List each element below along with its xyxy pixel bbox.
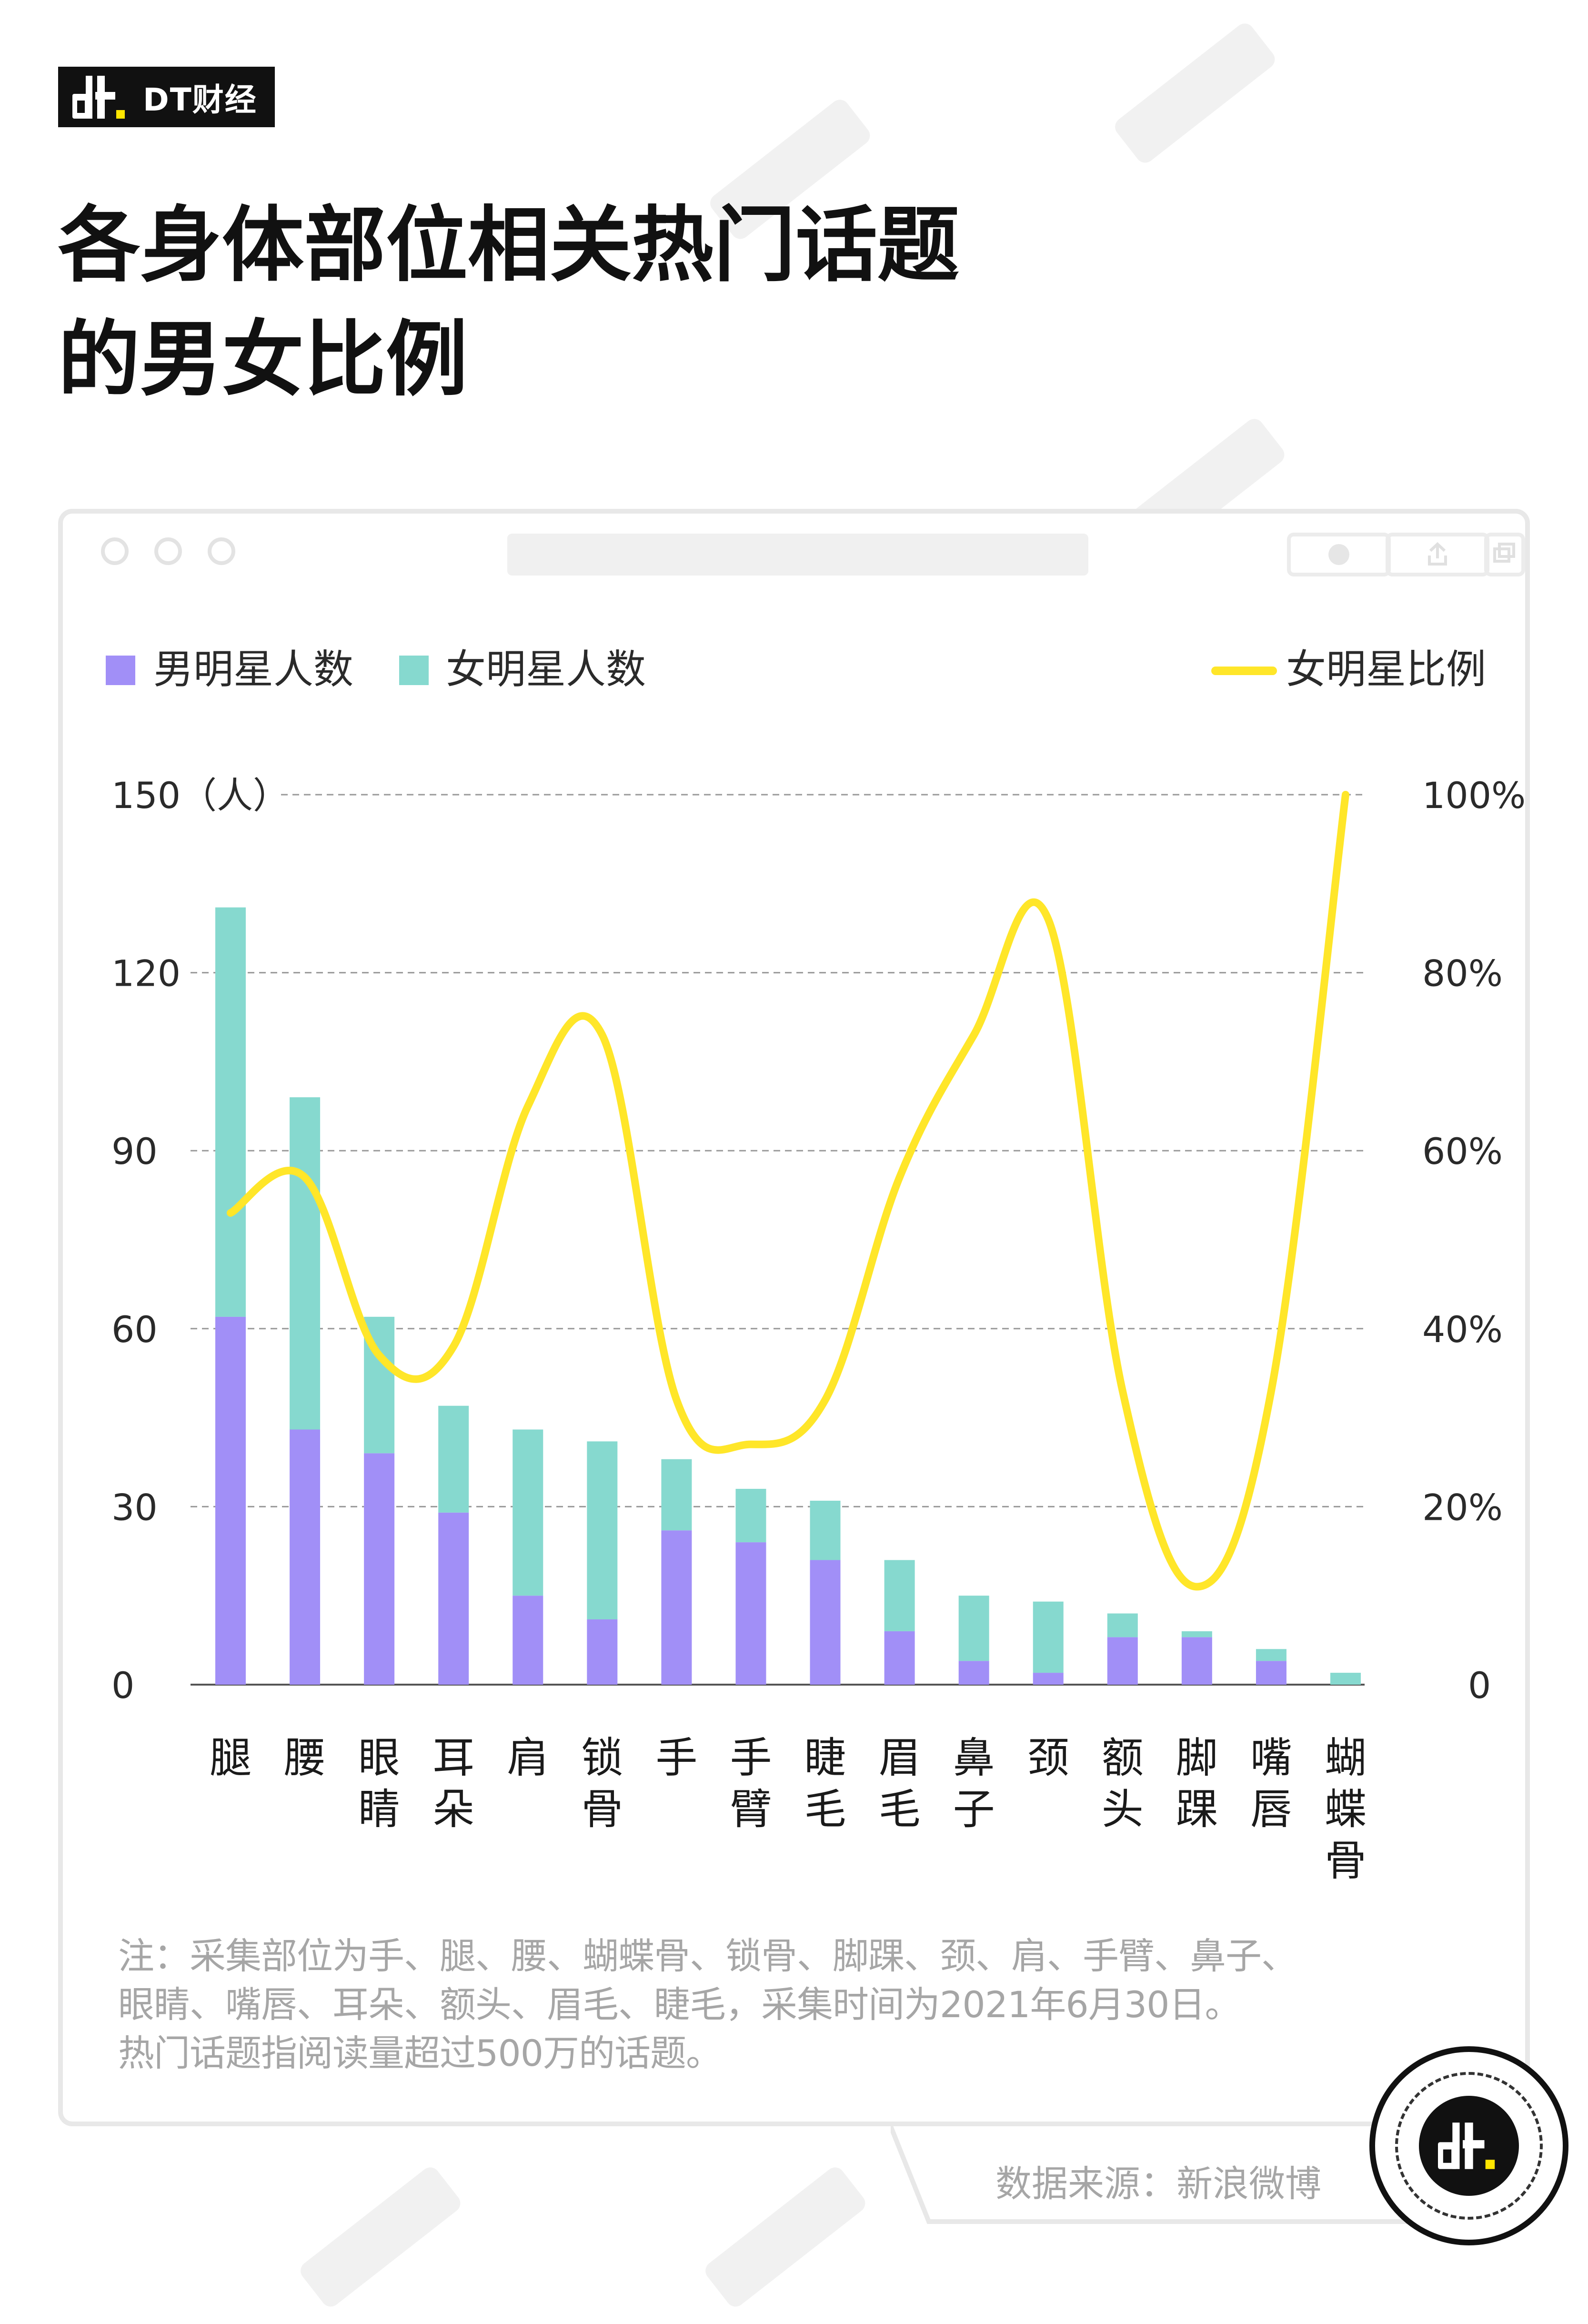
y-right-tick-label: 20% bbox=[1422, 1486, 1503, 1528]
bar-female bbox=[1107, 1613, 1138, 1637]
bar-male bbox=[1107, 1637, 1138, 1685]
x-category-label: 手 bbox=[655, 1733, 697, 1782]
y-left-tick-label: 90 bbox=[111, 1130, 158, 1172]
y-right-tick-label: 40% bbox=[1422, 1308, 1503, 1351]
bar-female bbox=[513, 1429, 543, 1596]
window-disable-icon[interactable] bbox=[208, 537, 235, 565]
round-logo-mark-icon bbox=[1419, 2096, 1519, 2196]
bar-male bbox=[884, 1631, 915, 1685]
y-right-tick-label: 80% bbox=[1422, 952, 1503, 995]
x-category-label: 耳朵 bbox=[432, 1733, 474, 1834]
legend-ratio-label: 女明星比例 bbox=[1286, 646, 1486, 693]
source-tab-shape bbox=[891, 2126, 1415, 2224]
x-category-label: 嘴唇 bbox=[1250, 1733, 1292, 1834]
bar-male bbox=[735, 1542, 766, 1685]
bar-female bbox=[1256, 1649, 1286, 1661]
x-category-label: 肩 bbox=[507, 1733, 549, 1782]
bar-male bbox=[1256, 1661, 1286, 1685]
watermark-1 bbox=[1106, 12, 1286, 176]
y-left-tick-label: 30 bbox=[111, 1486, 158, 1528]
window-close-icon[interactable] bbox=[101, 537, 129, 565]
bar-male bbox=[1033, 1673, 1064, 1685]
brand-logo-badge: DT财经 bbox=[58, 67, 275, 127]
legend-male-label: 男明星人数 bbox=[153, 646, 353, 693]
bar-male bbox=[438, 1512, 469, 1685]
bar-male bbox=[364, 1453, 395, 1685]
x-category-label: 腰 bbox=[284, 1733, 326, 1782]
bar-male bbox=[958, 1661, 989, 1685]
bar-female bbox=[884, 1560, 915, 1631]
x-category-label: 眼睛 bbox=[358, 1733, 400, 1834]
ratio-line bbox=[227, 791, 1349, 1591]
bar-female bbox=[1033, 1601, 1064, 1673]
x-category-label: 颈 bbox=[1027, 1733, 1069, 1782]
title-line-2: 的男女比例 bbox=[58, 312, 468, 407]
watermark-2 bbox=[701, 89, 881, 252]
bar-male bbox=[513, 1596, 543, 1685]
brand-name: DT财经 bbox=[143, 81, 257, 118]
share-icon bbox=[1428, 542, 1447, 566]
x-category-label: 腿 bbox=[210, 1733, 251, 1782]
round-brand-logo bbox=[1369, 2046, 1568, 2245]
title-line-1: 各身体部位相关热门话题 bbox=[58, 197, 959, 293]
note-line-2: 眼睛、嘴唇、耳朵、额头、眉毛、睫毛，采集时间为2021年6月30日。 bbox=[118, 1983, 1241, 2026]
x-category-label: 锁骨 bbox=[581, 1733, 623, 1834]
y-right-tick-label: 0 bbox=[1468, 1664, 1491, 1707]
bar-male bbox=[215, 1316, 246, 1685]
x-category-label: 睫毛 bbox=[804, 1733, 846, 1834]
bar-female bbox=[1181, 1631, 1212, 1637]
x-category-label: 额头 bbox=[1102, 1733, 1144, 1834]
y-left-tick-label: 60 bbox=[111, 1308, 158, 1351]
y-right-tick-label: 60% bbox=[1422, 1130, 1503, 1172]
legend-female-label: 女明星人数 bbox=[446, 646, 646, 693]
dt-logo-icon bbox=[72, 75, 130, 119]
legend-male-swatch bbox=[106, 656, 135, 685]
bar-female bbox=[438, 1405, 469, 1513]
bar-female bbox=[290, 1097, 321, 1430]
bar-female bbox=[735, 1489, 766, 1543]
address-bar[interactable] bbox=[507, 534, 1088, 576]
y-right-tick-label: 100% bbox=[1422, 774, 1526, 817]
chart-note: 注：采集部位为手、腿、腰、蝴蝶骨、锁骨、脚踝、颈、肩、手臂、鼻子、 眼睛、嘴唇、… bbox=[118, 1932, 1404, 2078]
bar-male bbox=[661, 1530, 692, 1685]
bar-female bbox=[810, 1500, 841, 1560]
x-category-label: 脚踝 bbox=[1176, 1733, 1218, 1834]
x-category-label: 蝴蝶骨 bbox=[1325, 1733, 1367, 1885]
x-category-label: 眉毛 bbox=[879, 1733, 921, 1834]
watermark-5 bbox=[291, 2156, 471, 2320]
note-line-3: 热门话题指阅读量超过500万的话题。 bbox=[118, 2032, 722, 2074]
data-source: 数据来源：新浪微博 bbox=[995, 2162, 1321, 2205]
legend-female-swatch bbox=[399, 656, 429, 685]
window-titlebar bbox=[63, 514, 1525, 590]
note-line-1: 注：采集部位为手、腿、腰、蝴蝶骨、锁骨、脚踝、颈、肩、手臂、鼻子、 bbox=[118, 1935, 1297, 1977]
bar-female bbox=[661, 1459, 692, 1531]
bar-male bbox=[810, 1560, 841, 1685]
bar-female bbox=[1330, 1673, 1361, 1685]
window-minimize-icon[interactable] bbox=[154, 537, 182, 565]
round-logo-ring bbox=[1395, 2072, 1543, 2220]
stacked-bar-line-chart: 男明星人数 女明星人数 女明星比例 0 0 30 20% 60 40% 90 60% 120 80% 1… bbox=[106, 646, 1526, 1885]
x-category-label: 鼻子 bbox=[953, 1733, 995, 1834]
y-left-tick-label: 0 bbox=[111, 1664, 134, 1707]
bar-male bbox=[587, 1619, 618, 1685]
watermark-4 bbox=[696, 2156, 876, 2320]
page-title: 各身体部位相关热门话题 的男女比例 bbox=[58, 188, 1249, 417]
bar-female bbox=[215, 907, 246, 1317]
bar-male bbox=[290, 1429, 321, 1685]
y-left-tick-label: 120 bbox=[111, 952, 181, 995]
bar-male bbox=[1181, 1637, 1212, 1685]
y-left-tick-label: 150（人） bbox=[111, 774, 289, 817]
x-category-label: 手臂 bbox=[730, 1733, 772, 1834]
windows-icon bbox=[1493, 543, 1515, 563]
bar-female bbox=[587, 1441, 618, 1620]
bar-female bbox=[958, 1596, 989, 1661]
windows-button[interactable] bbox=[1484, 533, 1525, 576]
